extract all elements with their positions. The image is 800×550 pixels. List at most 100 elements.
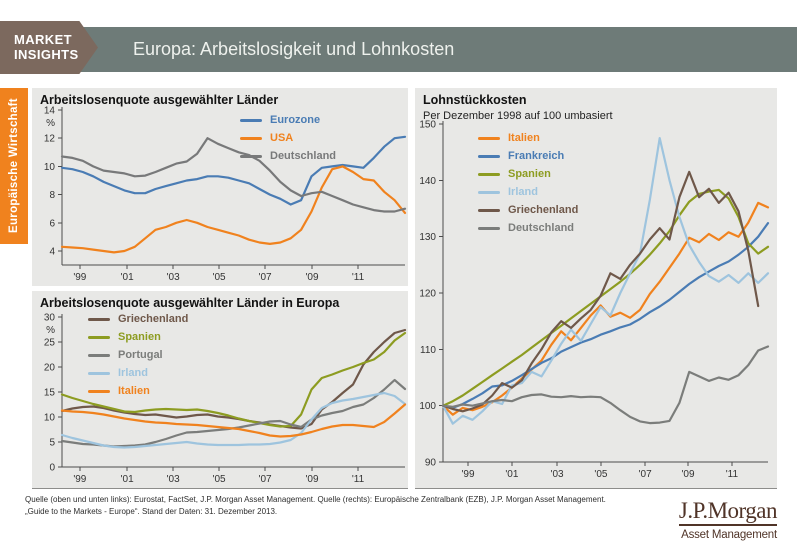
legend: Italien Frankreich Spanien Irland Griech…	[478, 129, 578, 237]
series-swatch	[478, 190, 500, 194]
chart-subtitle: Per Dezember 1998 auf 100 umbasiert	[423, 110, 613, 122]
svg-text:%: %	[46, 325, 55, 336]
svg-text:130: 130	[419, 232, 436, 243]
series-swatch	[478, 226, 500, 230]
legend-label: Spanien	[118, 331, 161, 343]
svg-text:%: %	[46, 118, 55, 129]
svg-text:'11: '11	[352, 474, 365, 485]
chart-title: Arbeitslosenquote ausgewählter Länder	[40, 93, 279, 107]
svg-text:'03: '03	[167, 272, 180, 283]
series-swatch	[88, 389, 110, 393]
legend-label: Griechenland	[118, 313, 189, 325]
legend-item: Italien	[88, 382, 188, 400]
panel-unit-labour-costs: Lohnstückkosten Per Dezember 1998 auf 10…	[415, 88, 777, 489]
legend-item: Frankreich	[478, 147, 578, 165]
legend-label: Irland	[508, 186, 538, 198]
logo-subtitle: Asset Management	[681, 529, 777, 541]
legend-label: Italien	[508, 132, 540, 144]
chart-title: Lohnstückkosten	[423, 93, 527, 107]
legend-label: Frankreich	[508, 150, 565, 162]
legend-label: Spanien	[508, 168, 551, 180]
series-swatch	[240, 154, 262, 158]
logo-wordmark: J.P.Morgan	[678, 498, 778, 523]
svg-text:'07: '07	[259, 474, 272, 485]
svg-text:110: 110	[420, 345, 436, 356]
svg-text:15: 15	[44, 388, 56, 399]
panel-unemployment-selected: Arbeitslosenquote ausgewählter Länder 14…	[32, 88, 408, 286]
svg-text:120: 120	[419, 289, 436, 300]
source-line-2: „Guide to the Markets - Europe“. Stand d…	[25, 507, 278, 516]
jpmorgan-logo: J.P.Morgan Asset Management	[678, 498, 778, 541]
series-swatch	[88, 371, 110, 375]
svg-text:'07: '07	[639, 469, 652, 480]
svg-text:'99: '99	[73, 474, 86, 485]
logo-rule	[678, 524, 777, 526]
unit-labour-costs-chart: 150 140 130 120 110 100 90 '99 '01 '03 '05 '07 '09 '1…	[419, 120, 770, 480]
svg-text:'05: '05	[213, 272, 226, 283]
unemployment-europe-chart: 30 25 20 15 10 5 0% '99 '01 '03 '05 '07 '09 '11	[44, 313, 407, 485]
series-swatch	[240, 136, 262, 140]
svg-text:30: 30	[44, 313, 56, 324]
legend-item: Eurozone	[240, 111, 336, 129]
source-note: Quelle (oben und unten links): Eurostat,…	[25, 494, 685, 518]
svg-text:'05: '05	[213, 474, 226, 485]
svg-text:10: 10	[44, 413, 56, 424]
legend: Eurozone USA Deutschland	[240, 111, 336, 165]
svg-text:6: 6	[49, 218, 55, 229]
legend-item: Spanien	[88, 328, 188, 346]
svg-text:'11: '11	[352, 272, 365, 283]
svg-text:'07: '07	[259, 272, 272, 283]
svg-text:'09: '09	[306, 474, 319, 485]
series-swatch	[478, 172, 500, 176]
legend-label: Griechenland	[508, 204, 579, 216]
svg-text:'03: '03	[551, 469, 564, 480]
legend-label: Italien	[118, 385, 150, 397]
series-swatch	[478, 208, 500, 212]
svg-text:5: 5	[49, 438, 55, 449]
page-title: Europa: Arbeitslosigkeit und Lohnkosten	[133, 39, 455, 59]
legend-label: USA	[270, 132, 294, 144]
series-swatch	[88, 353, 110, 357]
svg-text:25: 25	[44, 338, 56, 349]
svg-text:90: 90	[425, 458, 437, 469]
legend-item: Deutschland	[240, 147, 336, 165]
badge-line-2: INSIGHTS	[14, 46, 79, 62]
svg-text:'01: '01	[505, 469, 518, 480]
svg-text:8: 8	[49, 190, 55, 201]
svg-text:'01: '01	[121, 272, 134, 283]
legend-item: Portugal	[88, 346, 188, 364]
market-insights-badge: MARKET INSIGHTS	[0, 21, 98, 74]
svg-text:100: 100	[419, 401, 436, 412]
category-tab: Europäische Wirtschaft	[0, 88, 28, 244]
svg-text:0: 0	[49, 463, 55, 474]
series-swatch	[478, 154, 500, 158]
legend-item: Deutschland	[478, 219, 578, 237]
legend-item: Griechenland	[88, 310, 188, 328]
svg-text:'03: '03	[167, 474, 180, 485]
badge-line-1: MARKET	[14, 32, 73, 48]
legend-item: Irland	[88, 364, 188, 382]
legend-label: Irland	[118, 367, 148, 379]
svg-text:'09: '09	[682, 469, 695, 480]
svg-text:20: 20	[44, 363, 56, 374]
legend-item: Irland	[478, 183, 578, 201]
category-tab-label: Europäische Wirtschaft	[8, 98, 20, 234]
legend-label: Eurozone	[270, 114, 321, 126]
svg-text:150: 150	[419, 120, 436, 131]
panel-unemployment-europe: Arbeitslosenquote ausgewählter Länder in…	[32, 291, 408, 489]
series-swatch	[88, 317, 110, 321]
svg-text:'09: '09	[306, 272, 319, 283]
svg-text:'99: '99	[73, 272, 86, 283]
series-swatch	[478, 136, 500, 140]
legend-item: Italien	[478, 129, 578, 147]
svg-text:14: 14	[44, 106, 56, 117]
header-banner	[0, 27, 797, 72]
series-swatch	[240, 118, 262, 122]
legend-label: Deutschland	[508, 222, 575, 234]
svg-text:'99: '99	[462, 469, 475, 480]
svg-text:'11: '11	[726, 469, 739, 480]
legend-item: Griechenland	[478, 201, 578, 219]
svg-text:140: 140	[419, 176, 436, 187]
legend: Griechenland Spanien Portugal Irland Ita…	[88, 310, 188, 400]
legend-item: USA	[240, 129, 336, 147]
